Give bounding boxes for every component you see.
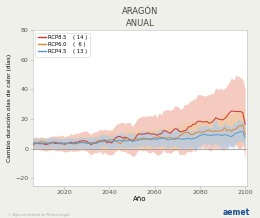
Legend: RCP8.5    ( 14 ), RCP6.0    (  6 ), RCP4.5    ( 13 ): RCP8.5 ( 14 ), RCP6.0 ( 6 ), RCP4.5 ( 13… — [35, 32, 90, 56]
Text: aemet: aemet — [222, 208, 250, 217]
Text: © Agencia Estatal de Meteorología: © Agencia Estatal de Meteorología — [8, 213, 69, 217]
X-axis label: Año: Año — [133, 196, 147, 202]
Title: ARAGÓN
ANUAL: ARAGÓN ANUAL — [122, 7, 158, 28]
Y-axis label: Cambio duración olas de calor (días): Cambio duración olas de calor (días) — [7, 54, 12, 162]
